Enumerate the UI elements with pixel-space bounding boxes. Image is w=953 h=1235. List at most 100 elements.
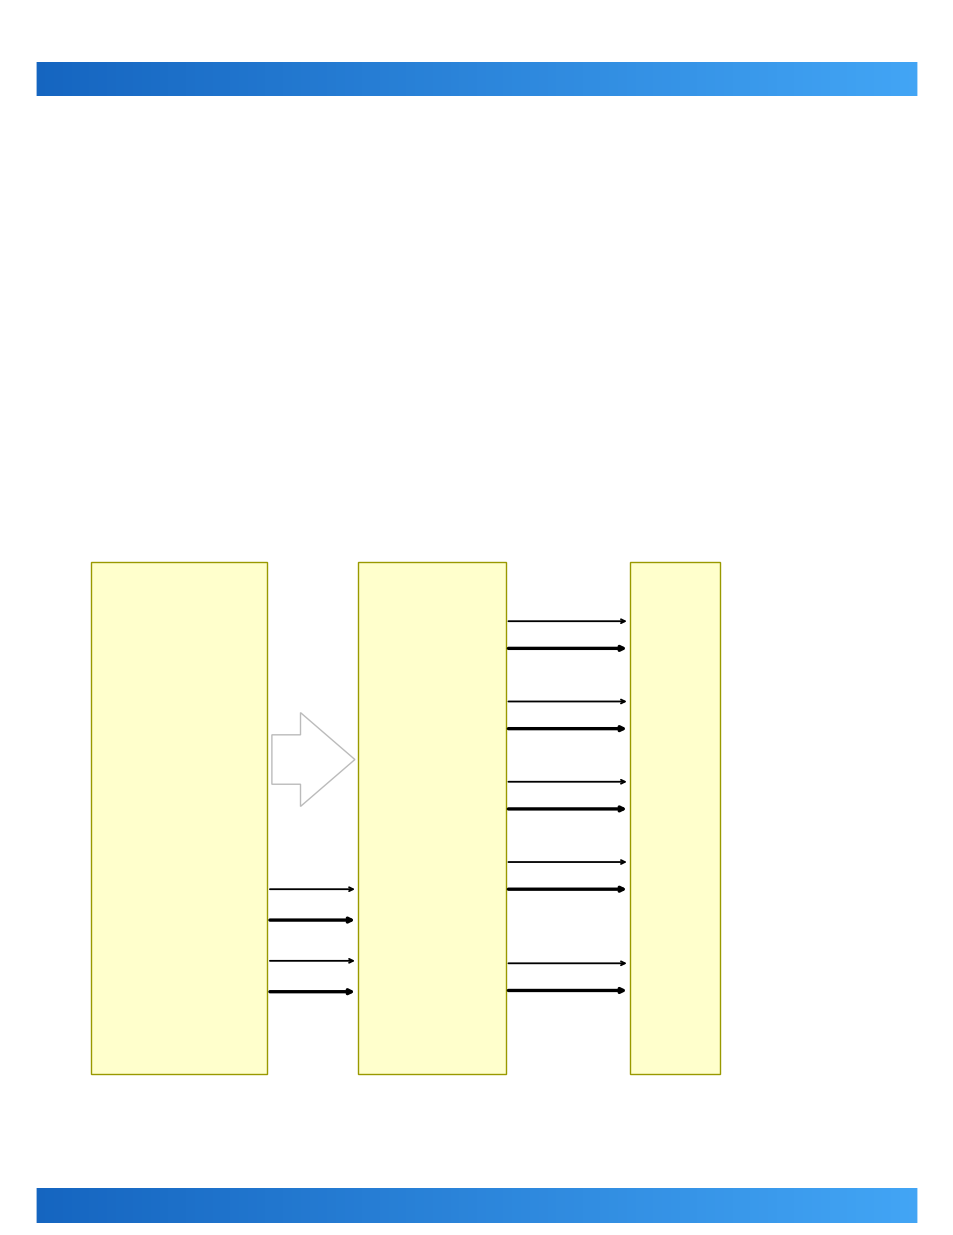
Bar [230, 62, 239, 96]
Bar [679, 62, 688, 96]
Bar [644, 62, 653, 96]
Bar [784, 1188, 794, 1223]
Bar [397, 62, 407, 96]
Bar [714, 1188, 723, 1223]
Bar [379, 1188, 389, 1223]
Bar [89, 1188, 98, 1223]
Bar [582, 62, 592, 96]
Bar [529, 62, 538, 96]
Bar [582, 1188, 592, 1223]
Bar [864, 62, 873, 96]
Bar [300, 62, 310, 96]
Bar [142, 1188, 152, 1223]
Bar [538, 62, 547, 96]
Bar [838, 1188, 847, 1223]
Bar [53, 1188, 63, 1223]
Bar [776, 62, 785, 96]
Bar [283, 1188, 292, 1223]
Bar [547, 1188, 557, 1223]
Bar [609, 1188, 618, 1223]
Bar [450, 62, 459, 96]
Bar [36, 62, 46, 96]
Bar [873, 1188, 882, 1223]
Bar [784, 62, 794, 96]
Bar [838, 62, 847, 96]
Bar [802, 62, 812, 96]
Bar [248, 62, 257, 96]
Bar [820, 62, 829, 96]
Bar [354, 62, 362, 96]
Bar [520, 62, 530, 96]
Bar [759, 62, 767, 96]
Bar [357, 562, 505, 1074]
Bar [204, 62, 213, 96]
Bar [98, 62, 107, 96]
Bar [89, 62, 98, 96]
Bar [371, 1188, 380, 1223]
Bar [609, 62, 618, 96]
Bar [194, 62, 204, 96]
Bar [309, 1188, 318, 1223]
Bar [309, 62, 318, 96]
Bar [213, 62, 222, 96]
Bar [354, 1188, 362, 1223]
Bar [406, 62, 416, 96]
Bar [705, 1188, 715, 1223]
Bar [169, 62, 177, 96]
Bar [133, 1188, 142, 1223]
Bar [635, 62, 644, 96]
Bar [45, 62, 54, 96]
Bar [547, 62, 557, 96]
Bar [98, 1188, 107, 1223]
Bar [248, 1188, 257, 1223]
Bar [292, 62, 301, 96]
Bar [538, 1188, 547, 1223]
Bar [661, 1188, 671, 1223]
Bar [794, 1188, 802, 1223]
Bar [318, 62, 327, 96]
Bar [468, 62, 476, 96]
Bar [732, 62, 741, 96]
Bar [811, 1188, 821, 1223]
Bar [459, 1188, 468, 1223]
Bar [574, 62, 582, 96]
Bar [45, 1188, 54, 1223]
Bar [142, 62, 152, 96]
Bar [864, 1188, 873, 1223]
Bar [564, 1188, 574, 1223]
Bar [574, 1188, 582, 1223]
Bar [151, 1188, 160, 1223]
Bar [159, 1188, 169, 1223]
Bar [882, 1188, 891, 1223]
Bar [468, 1188, 476, 1223]
Bar [169, 1188, 177, 1223]
Bar [846, 62, 856, 96]
Bar [344, 62, 354, 96]
Bar [177, 62, 187, 96]
Bar [882, 62, 891, 96]
Bar [697, 1188, 706, 1223]
Bar [239, 62, 248, 96]
Bar [811, 62, 821, 96]
Bar [186, 1188, 195, 1223]
Bar [239, 1188, 248, 1223]
Bar [256, 62, 266, 96]
Bar [503, 62, 512, 96]
Bar [362, 1188, 372, 1223]
Bar [890, 62, 900, 96]
Bar [124, 62, 133, 96]
Bar [476, 62, 486, 96]
Bar [873, 62, 882, 96]
Bar [71, 62, 81, 96]
Bar [629, 562, 720, 1074]
Bar [124, 1188, 133, 1223]
Bar [53, 62, 63, 96]
Bar [389, 62, 397, 96]
Bar [626, 62, 636, 96]
Bar [732, 1188, 741, 1223]
Bar [441, 62, 451, 96]
Bar [829, 62, 838, 96]
Bar [855, 62, 864, 96]
Bar [661, 62, 671, 96]
Bar [344, 1188, 354, 1223]
